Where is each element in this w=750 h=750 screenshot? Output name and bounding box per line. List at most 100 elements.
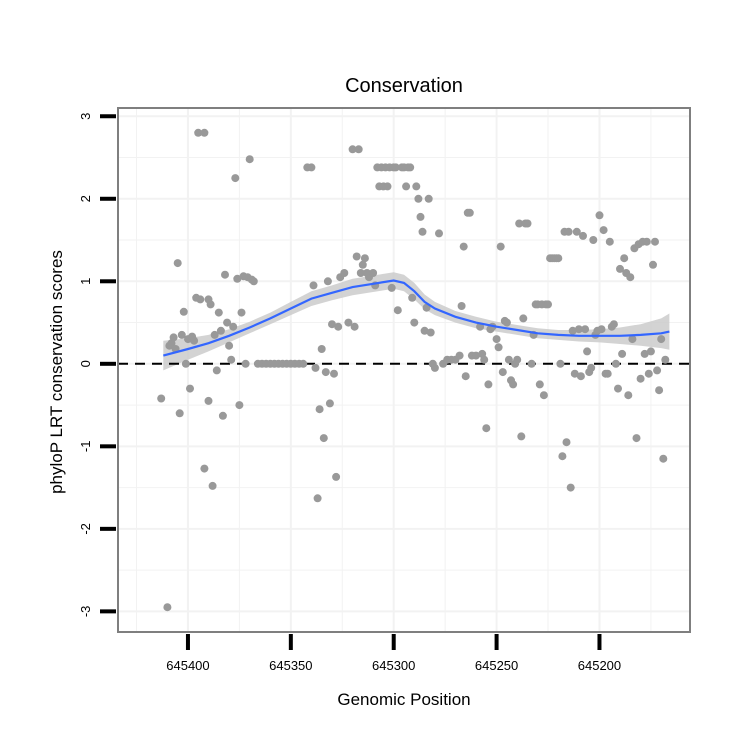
data-point [527,359,536,368]
data-point [218,411,227,420]
data-point [472,351,480,360]
data-point [509,380,518,389]
data-point [352,252,361,261]
y-tick-label: 2 [78,195,93,202]
x-tick-label: 645400 [166,658,209,673]
data-points [157,128,670,612]
data-point [455,351,464,360]
data-point [181,359,190,368]
data-point [208,481,217,490]
data-point [319,434,328,443]
data-point [360,254,369,263]
data-point [566,483,575,492]
data-point [576,372,585,381]
data-point [194,128,203,137]
grid-lines [118,108,690,632]
data-point [315,405,324,414]
data-point [657,335,666,344]
y-tick-label: -1 [78,441,93,453]
data-point [554,254,563,263]
data-point [461,372,470,381]
data-point [344,318,353,327]
data-point [587,363,596,372]
data-point [163,603,172,612]
data-point [332,472,341,481]
data-point [186,384,194,393]
chart-title: Conservation [345,75,463,97]
data-point [603,369,612,378]
data-point [574,325,583,334]
data-point [459,242,468,251]
data-point [313,494,322,503]
data-point [169,333,178,342]
data-point [636,374,645,383]
data-point [325,399,334,408]
y-axis: -3 -2 -1 0 1 2 3 [78,113,116,617]
data-point [579,231,587,240]
data-point [307,163,316,172]
data-point [190,336,199,345]
data-point [539,391,548,400]
data-point [212,366,221,375]
data-point [393,306,402,315]
data-point [410,318,419,327]
data-point [323,277,332,286]
data-point [430,363,439,372]
x-tick-label: 645250 [475,658,518,673]
data-point [249,277,258,286]
data-point [611,359,620,368]
data-point [237,308,246,317]
data-point [457,302,466,310]
y-tick-label: 0 [78,360,93,367]
data-point [644,369,653,378]
data-point [616,264,624,273]
data-point [484,380,493,389]
data-point [661,355,670,364]
data-point [513,355,522,364]
data-point [556,359,565,368]
data-point [204,396,213,405]
x-axis-label: Genomic Position [337,690,470,709]
data-point [572,227,581,236]
data-point [225,341,234,350]
data-point [348,145,357,154]
y-axis-label: phyloP LRT conservation scores [47,250,66,494]
data-point [227,355,236,364]
data-point [424,194,433,203]
data-point [494,343,503,352]
data-point [651,237,659,246]
data-point [245,155,254,164]
data-point [157,394,166,403]
data-point [581,325,590,334]
data-point [412,182,421,191]
data-point [173,259,182,268]
data-point [646,347,655,356]
data-point [210,330,219,339]
data-point [200,128,209,137]
data-point [317,345,326,353]
data-point [465,208,474,217]
data-point [229,322,238,331]
data-point [558,452,567,461]
data-point [544,300,552,309]
y-tick-label: -3 [78,606,93,618]
data-point [233,274,242,283]
data-point [562,438,571,447]
data-point [583,347,592,356]
data-point [655,386,664,395]
data-point [517,432,526,441]
data-point [179,307,188,316]
y-tick-label: 3 [78,113,93,120]
data-point [223,318,232,327]
data-point [515,219,524,228]
data-point [414,194,423,203]
data-point [624,391,633,400]
data-point [216,326,225,335]
x-tick-label: 645200 [578,658,621,673]
data-point [408,293,417,302]
data-point [628,335,637,344]
y-tick-label: 1 [78,278,93,285]
smooth-line-path [163,279,670,357]
